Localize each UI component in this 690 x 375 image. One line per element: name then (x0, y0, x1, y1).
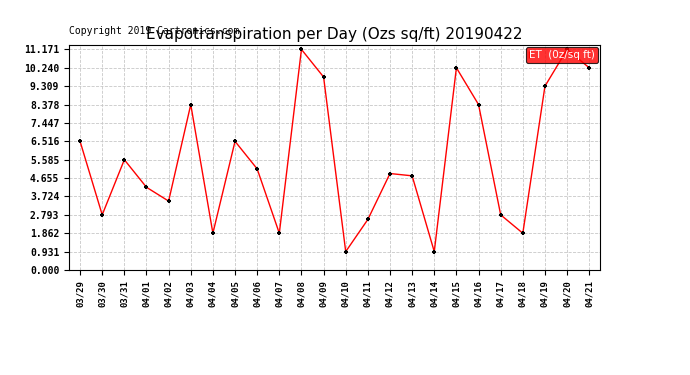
Point (119, 157, 130, 163)
Point (584, 65, 595, 71)
Point (406, 173, 417, 179)
Point (562, 46, 573, 53)
Point (185, 102, 196, 108)
Text: Copyright 2019 Cartronics.com: Copyright 2019 Cartronics.com (69, 26, 239, 36)
Point (75, 138, 86, 144)
Point (340, 249, 351, 255)
Point (473, 102, 484, 108)
Point (318, 74, 329, 80)
Title: Evapotranspiration per Day (Ozs sq/ft) 20190422: Evapotranspiration per Day (Ozs sq/ft) 2… (146, 27, 523, 42)
Point (163, 198, 174, 204)
Point (540, 83, 551, 89)
Point (141, 184, 152, 190)
Point (384, 171, 395, 177)
Point (230, 138, 241, 144)
Point (362, 216, 373, 222)
Point (451, 65, 462, 71)
Point (495, 212, 506, 218)
Point (296, 46, 307, 53)
Legend: ET  (0z/sq ft): ET (0z/sq ft) (526, 47, 598, 63)
Point (208, 230, 219, 236)
Point (252, 166, 263, 172)
Point (428, 249, 440, 255)
Point (518, 230, 529, 236)
Point (97, 212, 108, 218)
Point (274, 230, 285, 236)
